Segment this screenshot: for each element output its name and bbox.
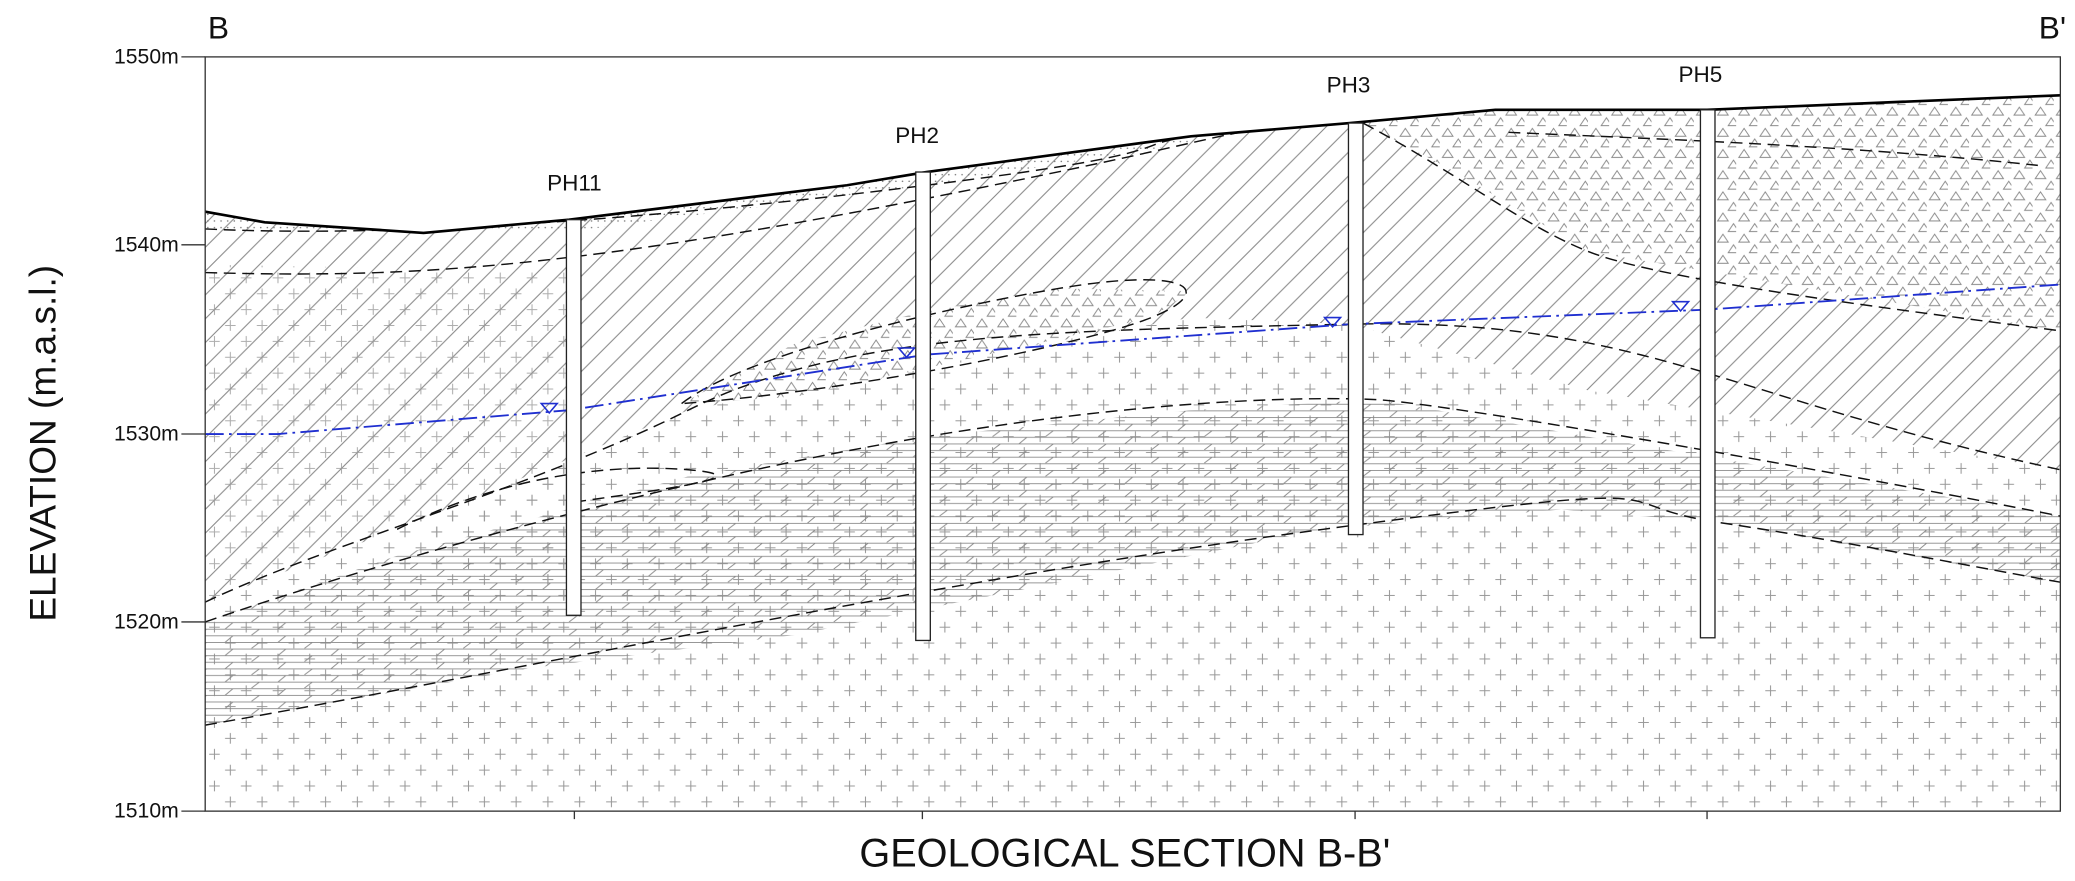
- section-drawing: 1550m 1540m 1530m 1520m 1510m PH11 PH2 P…: [0, 0, 2075, 881]
- strata: [205, 53, 2060, 811]
- elevation-tick: 1530m: [114, 423, 179, 446]
- elevation-tick: 1550m: [114, 46, 179, 69]
- y-axis-label: ELEVATION (m.a.s.l.): [22, 265, 64, 622]
- borehole-label: PH11: [547, 171, 602, 196]
- section-start: B: [208, 9, 229, 45]
- section-title: GEOLOGICAL SECTION B-B': [859, 832, 1390, 876]
- borehole-label: PH2: [895, 123, 939, 148]
- section-end: B': [2039, 9, 2066, 45]
- borehole-label: PH3: [1327, 73, 1371, 98]
- elevation-tick: 1520m: [114, 611, 179, 634]
- elevation-tick: 1540m: [114, 233, 179, 256]
- elevation-tick: 1510m: [114, 800, 179, 823]
- borehole-label: PH5: [1679, 62, 1723, 87]
